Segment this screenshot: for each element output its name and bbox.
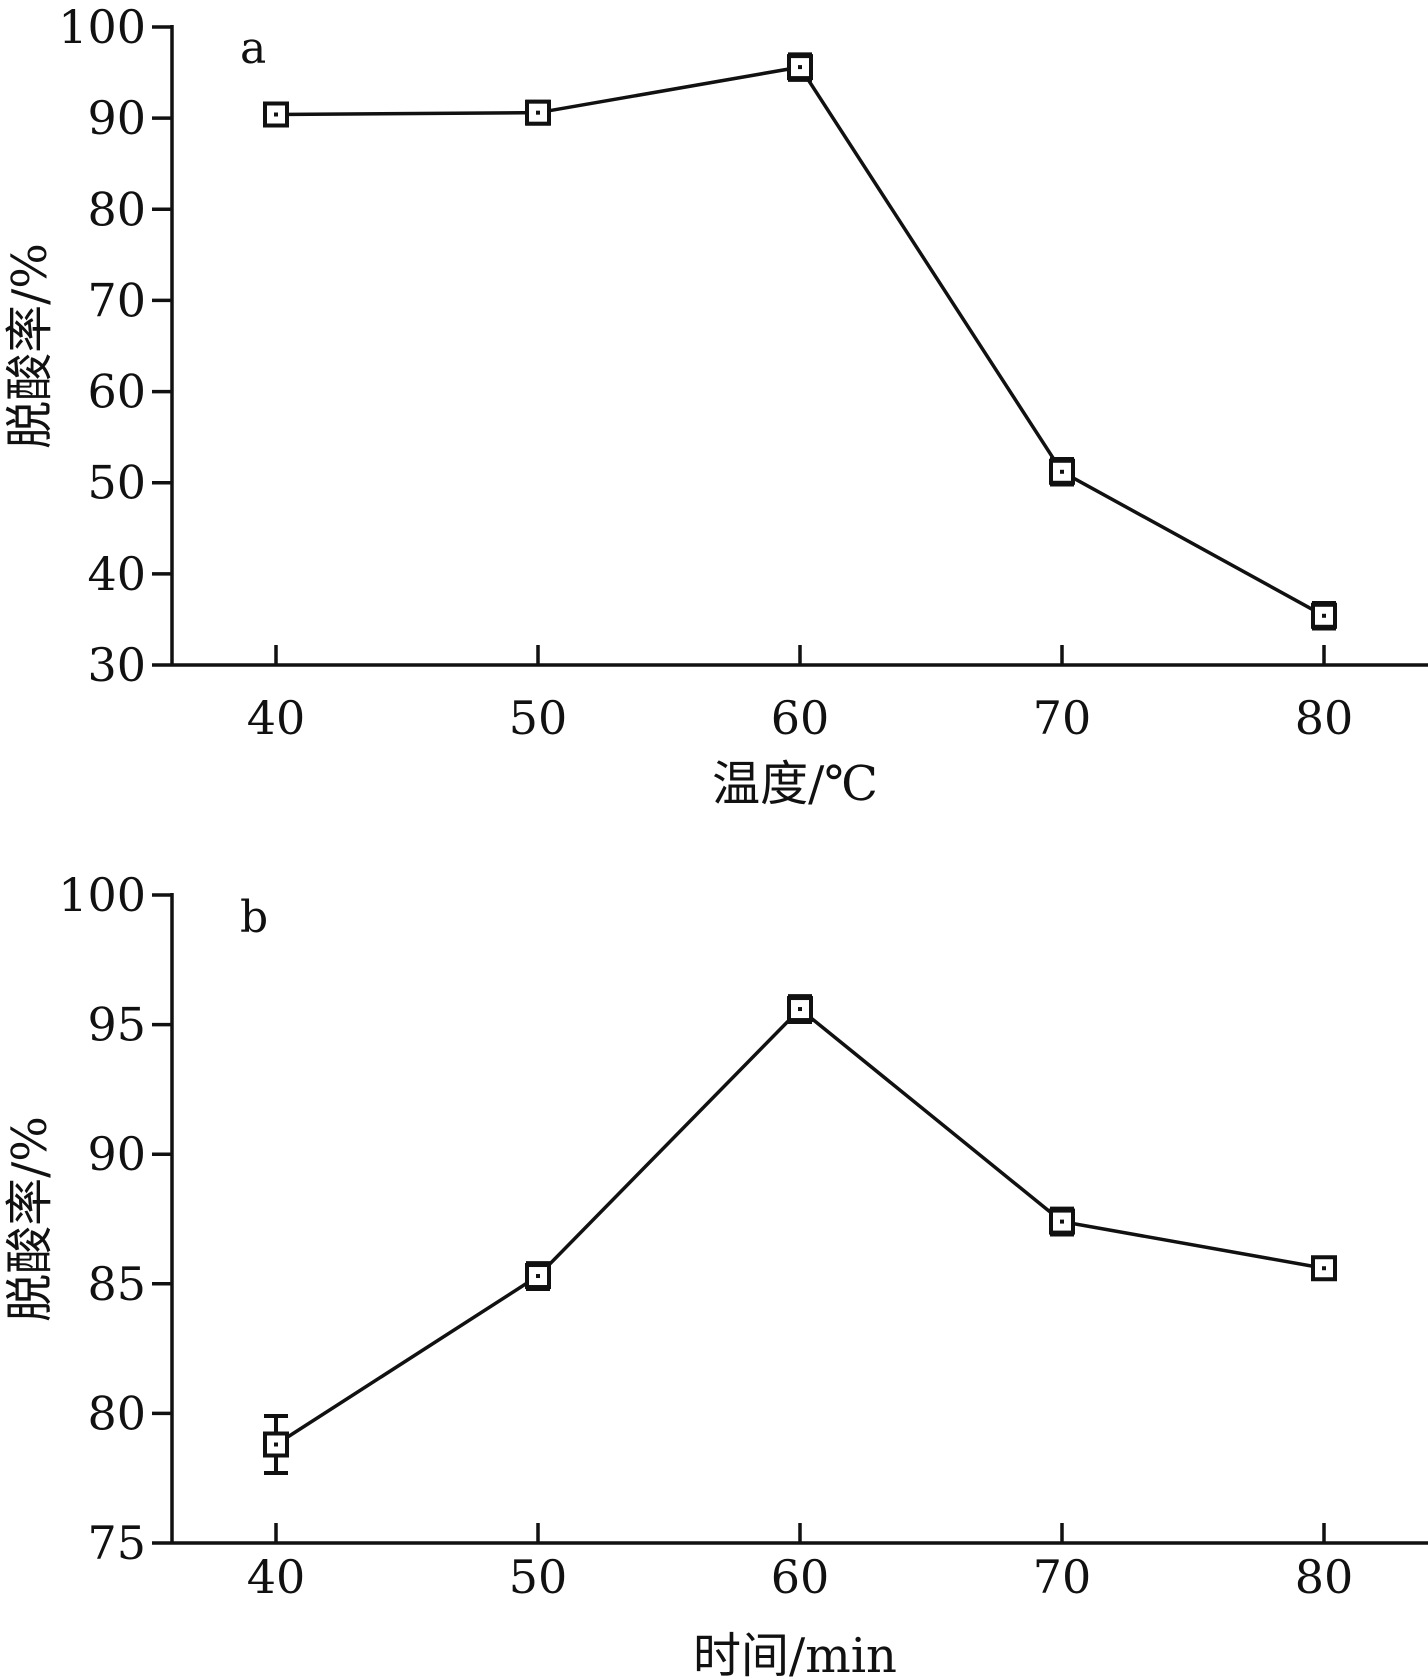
data-point-center: [274, 112, 278, 117]
x-tick-label: 80: [1295, 1550, 1354, 1604]
x-tick-label: 50: [509, 1550, 568, 1604]
x-tick-label: 40: [247, 1550, 306, 1604]
y-tick-label: 40: [87, 547, 146, 601]
x-axis-title: 温度/℃: [712, 756, 878, 812]
y-tick-label: 100: [58, 868, 146, 922]
y-tick-label: 30: [87, 638, 146, 692]
data-point-center: [274, 1442, 278, 1447]
series-line: [275, 1006, 1325, 1446]
data-point-center: [1322, 1266, 1326, 1271]
y-tick-label: 80: [87, 182, 146, 236]
data-point-center: [1060, 469, 1064, 474]
data-point-center: [536, 1274, 540, 1279]
data-point-center: [536, 110, 540, 115]
panel-label: a: [240, 23, 266, 74]
data-point-center: [1322, 613, 1326, 618]
series-line: [275, 65, 1325, 618]
x-tick-label: 50: [509, 691, 568, 745]
y-tick-label: 75: [87, 1516, 146, 1570]
y-axis-title: 脱酸率/%: [2, 243, 58, 449]
y-tick-label: 60: [87, 365, 146, 419]
y-tick-label: 80: [87, 1386, 146, 1440]
y-tick-label: 90: [87, 91, 146, 145]
data-point-center: [798, 1007, 802, 1012]
x-tick-label: 40: [247, 691, 306, 745]
y-axis-title: 脱酸率/%: [2, 1116, 58, 1322]
panel-label: b: [240, 892, 268, 943]
x-tick-label: 70: [1033, 691, 1092, 745]
y-tick-label: 95: [87, 998, 146, 1052]
x-tick-label: 60: [771, 691, 830, 745]
x-tick-label: 60: [771, 1550, 830, 1604]
x-tick-label: 70: [1033, 1550, 1092, 1604]
data-point-center: [1060, 1219, 1064, 1224]
y-tick-label: 100: [58, 0, 146, 54]
y-tick-label: 85: [87, 1257, 146, 1311]
y-tick-label: 50: [87, 456, 146, 510]
data-point-center: [798, 65, 802, 70]
x-tick-label: 80: [1295, 691, 1354, 745]
x-axis-title: 时间/min: [693, 1628, 897, 1680]
chart-panel-b: 75 80 85 90 95 100 40 50 60 70 80 时间/min 脱酸率/% b: [2, 868, 1428, 1680]
y-tick-label: 70: [87, 273, 146, 327]
chart-panel-a: 30 40 50 60 70 80 90 100 40 50 60 70 80 温度/℃ 脱酸率/% a: [2, 0, 1428, 812]
y-tick-label: 90: [87, 1127, 146, 1181]
